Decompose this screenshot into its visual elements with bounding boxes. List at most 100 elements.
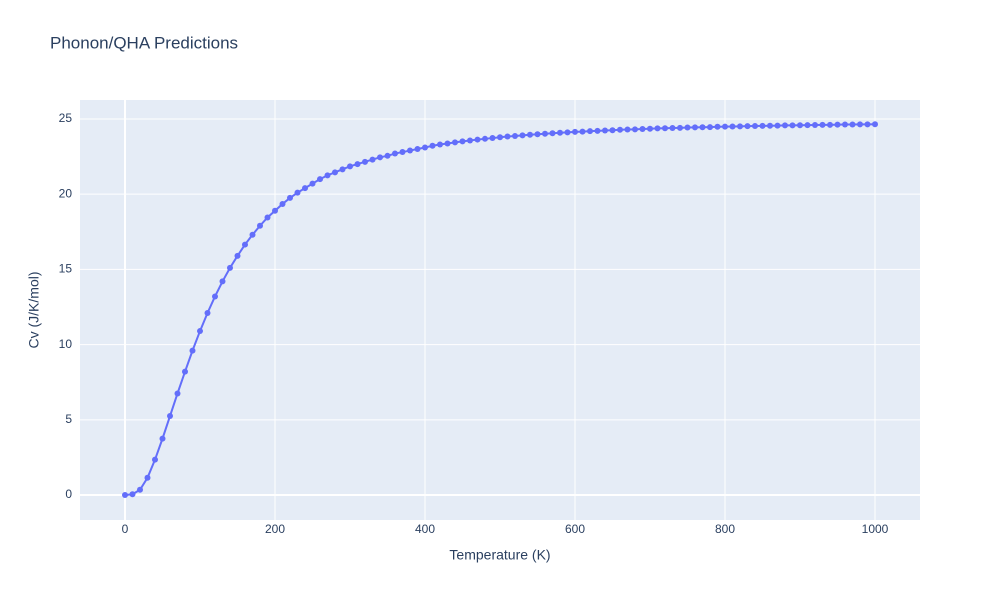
data-point bbox=[669, 124, 676, 131]
data-point bbox=[699, 124, 706, 131]
data-point bbox=[864, 121, 871, 128]
data-point bbox=[437, 141, 443, 148]
data-point bbox=[789, 122, 796, 129]
data-point bbox=[219, 278, 226, 285]
data-point bbox=[242, 241, 248, 248]
data-point bbox=[272, 207, 278, 214]
data-point bbox=[474, 136, 481, 143]
data-point bbox=[429, 142, 436, 149]
data-point bbox=[392, 150, 398, 157]
data-point bbox=[264, 214, 271, 221]
data-point bbox=[684, 124, 691, 131]
data-point bbox=[767, 122, 773, 129]
data-point bbox=[144, 474, 151, 481]
data-point bbox=[594, 127, 601, 134]
data-point bbox=[692, 124, 698, 131]
data-point bbox=[159, 435, 166, 442]
data-point bbox=[317, 176, 323, 183]
data-point bbox=[512, 132, 518, 139]
data-point bbox=[752, 123, 758, 130]
data-point bbox=[834, 121, 841, 128]
data-point bbox=[167, 413, 173, 420]
x-tick-label: 1000 bbox=[862, 522, 889, 536]
x-tick-label: 800 bbox=[715, 522, 735, 536]
data-point bbox=[332, 169, 338, 176]
data-point bbox=[579, 128, 586, 135]
data-point bbox=[452, 139, 458, 146]
data-point bbox=[489, 135, 496, 142]
data-point bbox=[774, 122, 781, 129]
data-point bbox=[557, 129, 563, 136]
data-point bbox=[632, 126, 638, 133]
data-point bbox=[227, 264, 233, 271]
data-point bbox=[587, 128, 593, 135]
data-point bbox=[197, 328, 203, 335]
data-point bbox=[354, 161, 361, 168]
data-point bbox=[527, 131, 533, 138]
data-point bbox=[467, 137, 473, 144]
data-point bbox=[744, 123, 751, 130]
x-axis-title: Temperature (K) bbox=[449, 547, 550, 563]
data-point bbox=[624, 126, 631, 133]
data-point bbox=[662, 125, 668, 132]
data-point bbox=[369, 156, 376, 163]
data-point bbox=[174, 390, 181, 397]
data-point bbox=[872, 121, 878, 128]
x-tick-label: 400 bbox=[415, 522, 435, 536]
data-point bbox=[504, 133, 511, 140]
data-point bbox=[617, 126, 623, 133]
x-tick-label: 600 bbox=[565, 522, 585, 536]
data-point bbox=[182, 368, 188, 375]
y-axis-title: Cv (J/K/mol) bbox=[26, 272, 42, 349]
data-point bbox=[677, 124, 683, 131]
data-point bbox=[249, 231, 256, 238]
data-point bbox=[722, 123, 728, 130]
data-point bbox=[707, 124, 713, 131]
x-tick-label: 0 bbox=[122, 522, 129, 536]
data-point bbox=[857, 121, 863, 128]
x-tick-label: 200 bbox=[265, 522, 285, 536]
data-point bbox=[189, 347, 196, 354]
data-point bbox=[602, 127, 608, 134]
data-point bbox=[647, 125, 653, 132]
data-point bbox=[152, 456, 158, 463]
data-point bbox=[534, 131, 541, 138]
y-tick-label: 5 bbox=[65, 412, 72, 426]
data-point bbox=[564, 129, 571, 136]
data-point bbox=[737, 123, 743, 130]
data-point bbox=[279, 200, 286, 207]
data-point bbox=[804, 122, 811, 129]
data-point bbox=[759, 122, 766, 129]
data-point bbox=[729, 123, 736, 130]
data-point bbox=[287, 194, 293, 201]
chart-title: Phonon/QHA Predictions bbox=[50, 33, 238, 52]
data-point bbox=[399, 149, 406, 156]
data-point bbox=[302, 185, 308, 192]
data-point bbox=[422, 144, 428, 151]
data-point bbox=[257, 222, 263, 229]
data-point bbox=[842, 121, 848, 128]
data-point bbox=[654, 125, 661, 132]
data-point bbox=[407, 147, 413, 154]
data-point bbox=[819, 121, 826, 128]
data-point bbox=[309, 180, 316, 187]
data-point bbox=[377, 154, 383, 161]
y-tick-label: 25 bbox=[59, 111, 73, 125]
data-point bbox=[384, 152, 391, 159]
data-point bbox=[204, 310, 211, 317]
data-point bbox=[339, 166, 346, 173]
plot-area bbox=[80, 100, 920, 520]
y-tick-label: 15 bbox=[59, 262, 73, 276]
data-point bbox=[497, 134, 503, 141]
data-point bbox=[414, 146, 421, 153]
data-point bbox=[827, 121, 833, 128]
data-point bbox=[812, 121, 818, 128]
y-tick-label: 20 bbox=[59, 186, 73, 200]
data-point bbox=[129, 491, 136, 498]
data-point bbox=[542, 130, 548, 137]
data-point bbox=[234, 252, 241, 259]
data-point bbox=[519, 132, 526, 139]
data-point bbox=[444, 140, 451, 147]
data-point bbox=[782, 122, 788, 129]
